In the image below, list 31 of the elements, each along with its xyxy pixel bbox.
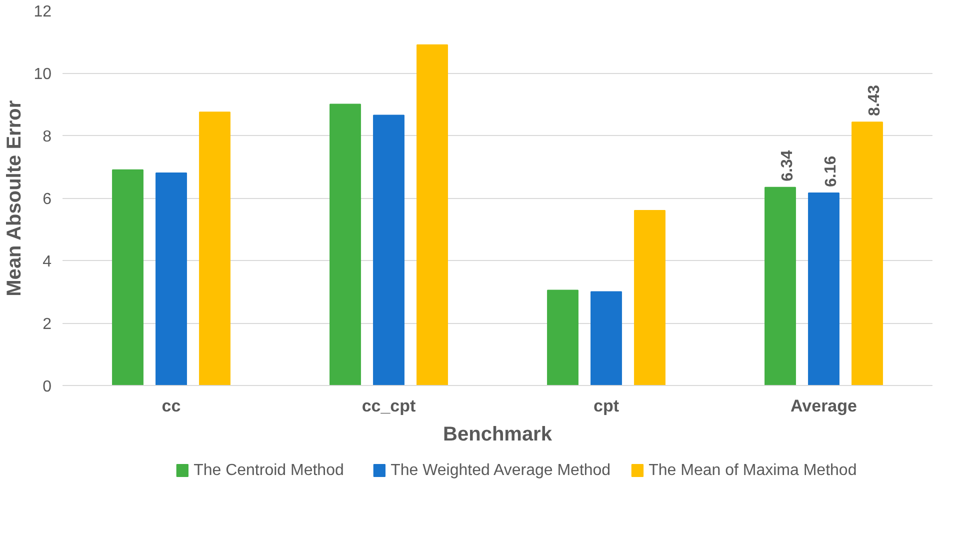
bar [634,210,666,386]
bar [416,44,448,386]
y-tick-label: 6 [42,191,52,208]
y-tick-label: 2 [42,316,52,333]
data-label: 6.16 [822,156,840,187]
bar [808,192,840,386]
bar [373,114,404,386]
y-tick-label: 12 [34,4,52,20]
bar [199,112,230,386]
y-tick-label: 8 [42,128,52,146]
legend-label: The Centroid Method [194,462,344,479]
legend-label: The Mean of Maxima Method [648,462,857,479]
y-tick-label: 10 [34,66,52,83]
bar [330,104,361,386]
x-axis-title: Benchmark [443,424,553,446]
y-tick-label: 0 [42,378,52,396]
bar [764,186,796,386]
bar [156,172,187,386]
x-tick-label: cc [162,396,181,416]
data-label: 8.43 [866,84,884,116]
x-tick-label: cpt [594,396,620,416]
bar [112,169,144,386]
bar [547,290,578,386]
x-tick-label: cc_cpt [362,396,416,416]
bar [590,291,622,386]
y-axis-title: Mean Absoulte Error [4,100,26,296]
data-label: 6.34 [779,150,796,182]
x-tick-label: Average [790,396,857,416]
bar [852,122,883,386]
legend-label: The Weighted Average Method [390,462,611,479]
y-tick-label: 4 [42,254,52,270]
